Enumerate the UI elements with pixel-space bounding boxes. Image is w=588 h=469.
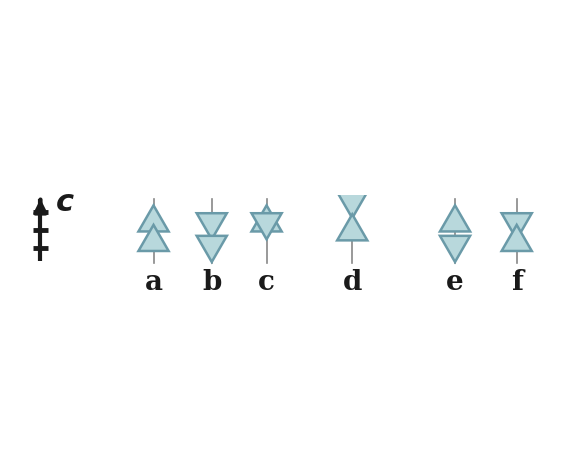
- Polygon shape: [138, 225, 169, 251]
- Text: a: a: [145, 270, 162, 296]
- Polygon shape: [252, 205, 282, 232]
- Polygon shape: [197, 213, 227, 239]
- Text: d: d: [343, 270, 362, 296]
- Polygon shape: [440, 205, 470, 232]
- Polygon shape: [440, 236, 470, 262]
- Polygon shape: [502, 225, 532, 251]
- Polygon shape: [252, 213, 282, 239]
- Text: c: c: [56, 189, 74, 218]
- Text: e: e: [446, 270, 464, 296]
- Polygon shape: [138, 205, 169, 232]
- Text: f: f: [511, 270, 523, 296]
- Polygon shape: [197, 236, 227, 262]
- Polygon shape: [502, 213, 532, 239]
- Text: b: b: [202, 270, 222, 296]
- Polygon shape: [337, 192, 368, 218]
- Polygon shape: [337, 214, 368, 240]
- Text: c: c: [258, 270, 275, 296]
